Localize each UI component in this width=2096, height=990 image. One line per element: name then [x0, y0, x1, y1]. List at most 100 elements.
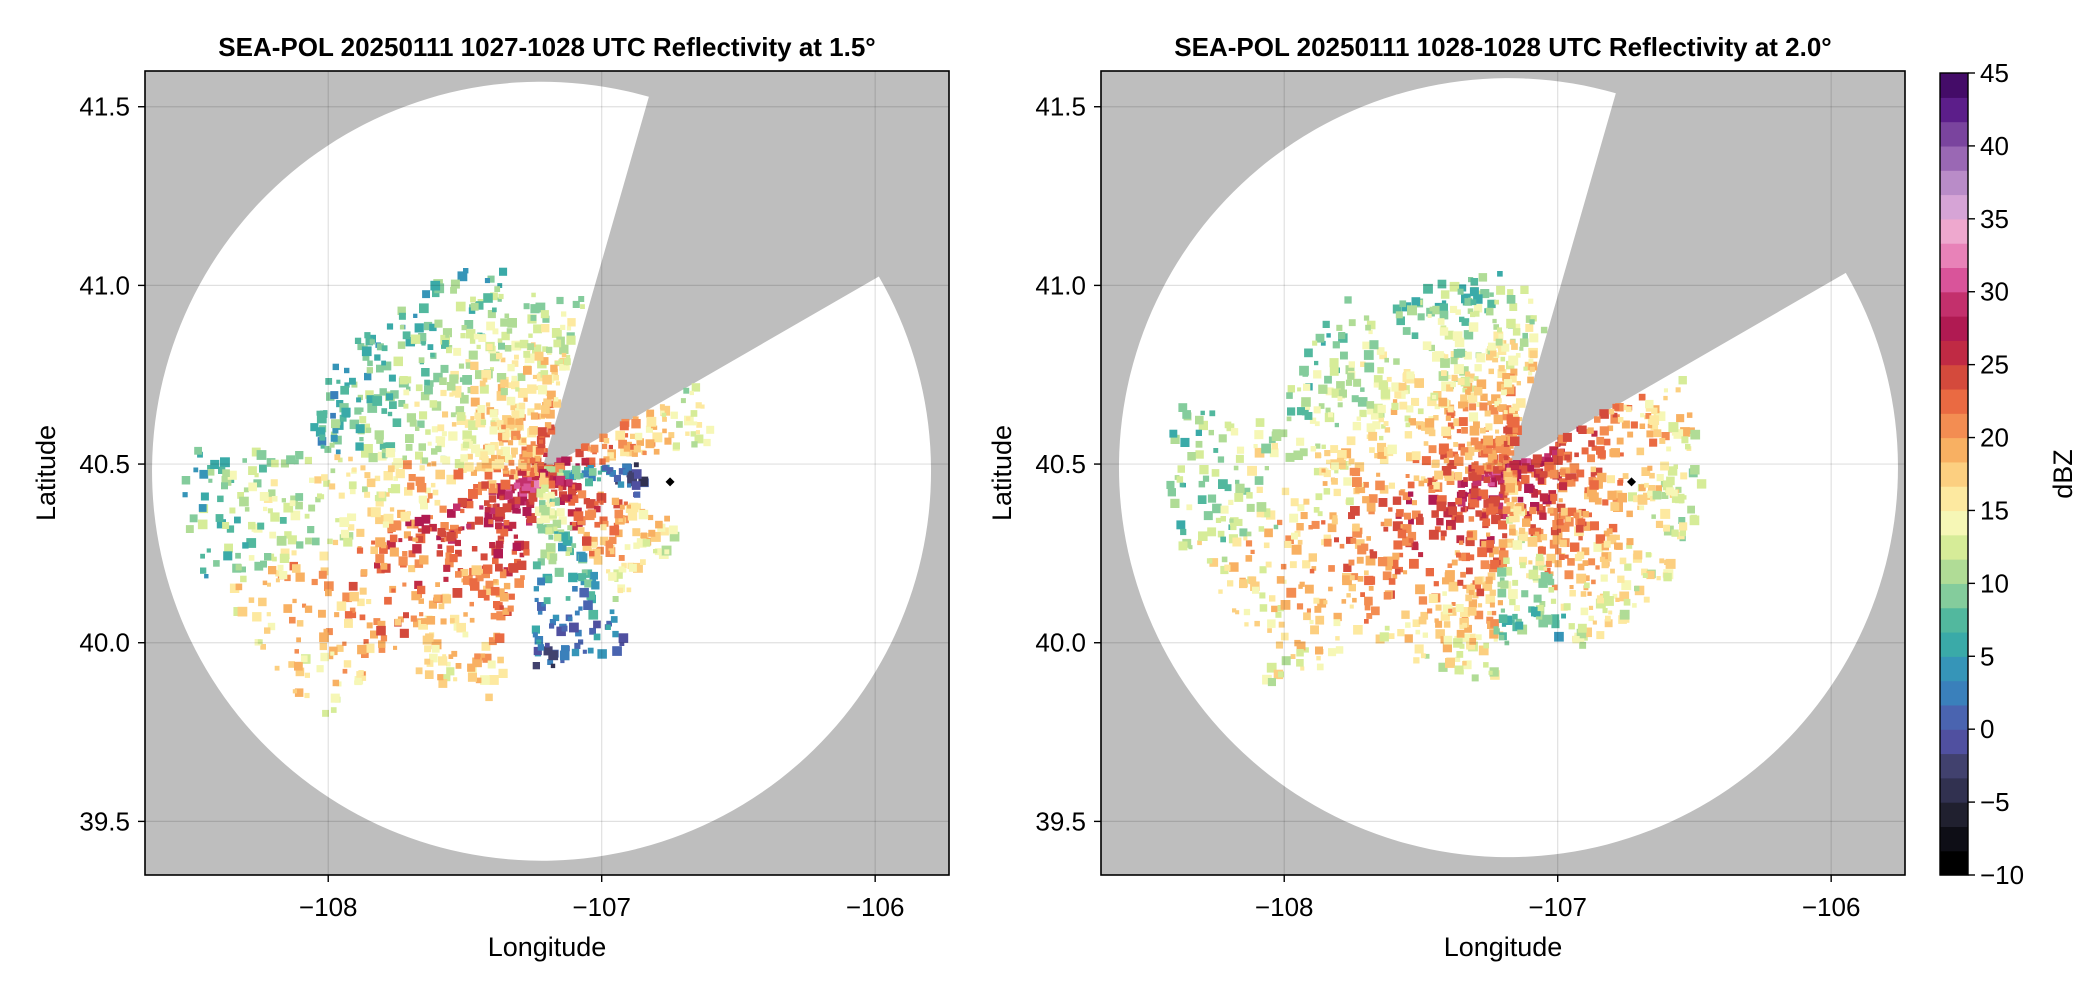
echo-cell-2-152 — [1178, 403, 1188, 412]
echo-cell-1-219 — [371, 540, 376, 545]
echo-cell-3-185 — [520, 462, 527, 470]
echo-cell-2-193 — [395, 468, 405, 479]
echo-cell-3-128 — [332, 427, 339, 434]
echo-cell-4-140 — [517, 388, 528, 398]
echo-cell-2-120 — [1486, 464, 1492, 470]
echo-cell-2-41 — [237, 492, 244, 499]
echo-cell-2-136 — [213, 560, 220, 567]
echo-cell-5-50 — [1495, 338, 1503, 346]
site-marker — [1627, 477, 1637, 487]
echo-cell-4-89 — [1485, 423, 1493, 431]
echo-cell-9-95 — [565, 596, 571, 601]
echo-cell-7-21 — [638, 476, 649, 487]
echo-cell-9-36 — [1503, 470, 1513, 480]
echo-cell-1-186 — [283, 604, 293, 613]
echo-cell-3-136 — [316, 410, 322, 416]
y-tick-label: 39.5 — [1035, 806, 1086, 836]
echo-cell-2-6 — [1388, 482, 1395, 489]
echo-cell-8-55 — [575, 507, 582, 515]
echo-cell-4-147 — [450, 279, 460, 289]
echo-cell-2-188 — [1310, 446, 1317, 452]
echo-cell-2-177 — [1431, 460, 1440, 468]
echo-cell-4-116 — [1429, 306, 1435, 312]
echo-cell-9-107 — [1519, 562, 1526, 569]
echo-cell-3-123 — [1331, 388, 1341, 398]
echo-cell-0-64 — [1413, 657, 1420, 664]
echo-cell-8-103 — [1608, 523, 1618, 533]
echo-cell-7-117 — [1660, 461, 1669, 471]
echo-cell-3-196 — [1314, 360, 1319, 366]
echo-cell-7-85 — [1588, 492, 1599, 503]
echo-cell-4-205 — [489, 426, 498, 435]
echo-cell-1-81 — [445, 552, 452, 559]
echo-cell-7-16 — [618, 468, 626, 475]
echo-cell-0-154 — [1486, 546, 1493, 553]
echo-cell-3-171 — [1377, 367, 1384, 374]
echo-cell-8-107 — [589, 550, 595, 557]
echo-cell-2-108 — [253, 479, 262, 488]
echo-cell-2-199 — [1187, 452, 1196, 461]
echo-cell-0-11 — [448, 654, 454, 659]
echo-cell-1-225 — [1388, 578, 1396, 585]
echo-cell-3-154 — [456, 412, 466, 421]
echo-cell-4-41 — [1473, 376, 1479, 381]
echo-cell-2-40 — [1255, 418, 1265, 427]
echo-cell-1-186 — [1364, 596, 1373, 606]
echo-cell-9-2 — [589, 627, 596, 635]
echo-cell-1-201 — [408, 536, 413, 541]
echo-cell-0-130 — [1451, 602, 1456, 606]
echo-cell-2-21 — [215, 514, 224, 522]
echo-cell-8-78 — [1560, 513, 1567, 520]
echo-cell-2-49 — [509, 470, 519, 480]
echo-cell-1-5 — [316, 665, 324, 673]
echo-cell-1-229 — [1281, 656, 1291, 666]
echo-cell-8-47 — [621, 562, 627, 569]
echo-cell-1-78 — [319, 642, 327, 651]
echo-cell-4-148 — [1470, 278, 1479, 286]
echo-cell-9-57 — [1502, 506, 1511, 514]
echo-cell-2-84 — [1235, 518, 1243, 526]
echo-cell-1-206 — [1384, 518, 1392, 527]
echo-cell-3-91 — [310, 423, 319, 432]
echo-cell-0-75 — [428, 600, 437, 609]
echo-cell-2-190 — [329, 483, 336, 490]
echo-cell-2-216 — [382, 521, 389, 528]
echo-cell-8-44 — [617, 587, 624, 594]
echo-cell-0-148 — [393, 645, 398, 650]
echo-cell-3-143 — [399, 376, 408, 385]
echo-cell-9-21 — [572, 586, 578, 592]
echo-cell-1-134 — [1369, 551, 1378, 559]
echo-cell-9-75 — [536, 488, 546, 498]
echo-cell-4-90 — [429, 323, 437, 332]
echo-cell-7-39 — [577, 473, 584, 479]
echo-cell-5-5 — [532, 344, 542, 354]
echo-cell-0-5 — [508, 593, 515, 600]
echo-cell-0-97 — [523, 549, 530, 556]
echo-cell-0-114 — [1412, 619, 1421, 627]
echo-cell-9-101 — [1537, 605, 1544, 612]
echo-cell-9-69 — [586, 591, 596, 600]
echo-cell-3-125 — [1416, 421, 1424, 429]
echo-cell-4-66 — [528, 450, 536, 458]
echo-cell-2-148 — [510, 469, 516, 475]
echo-cell-3-38 — [468, 420, 478, 430]
echo-cell-0-30 — [442, 654, 447, 659]
echo-cell-1-200 — [1487, 479, 1495, 487]
echo-cell-3-192 — [1312, 340, 1318, 346]
echo-cell-1-208 — [1342, 575, 1352, 586]
echo-cell-4-58 — [1485, 307, 1494, 316]
echo-cell-0-129 — [474, 653, 481, 660]
echo-cell-7-56 — [1586, 486, 1597, 497]
echo-cell-5-78 — [1529, 350, 1538, 359]
echo-cell-0-146 — [438, 679, 448, 688]
echo-cell-5-66 — [1512, 433, 1518, 439]
echo-cell-2-71 — [1317, 511, 1323, 517]
echo-cell-6-94 — [634, 432, 643, 441]
echo-cell-4-188 — [398, 312, 406, 320]
echo-cell-9-85 — [612, 646, 622, 656]
echo-cell-6-28 — [1678, 376, 1687, 385]
echo-cell-4-81 — [1439, 327, 1449, 336]
echo-cell-8-48 — [619, 504, 625, 510]
echo-cell-3-158 — [424, 379, 430, 386]
echo-cell-4-117 — [465, 362, 473, 369]
